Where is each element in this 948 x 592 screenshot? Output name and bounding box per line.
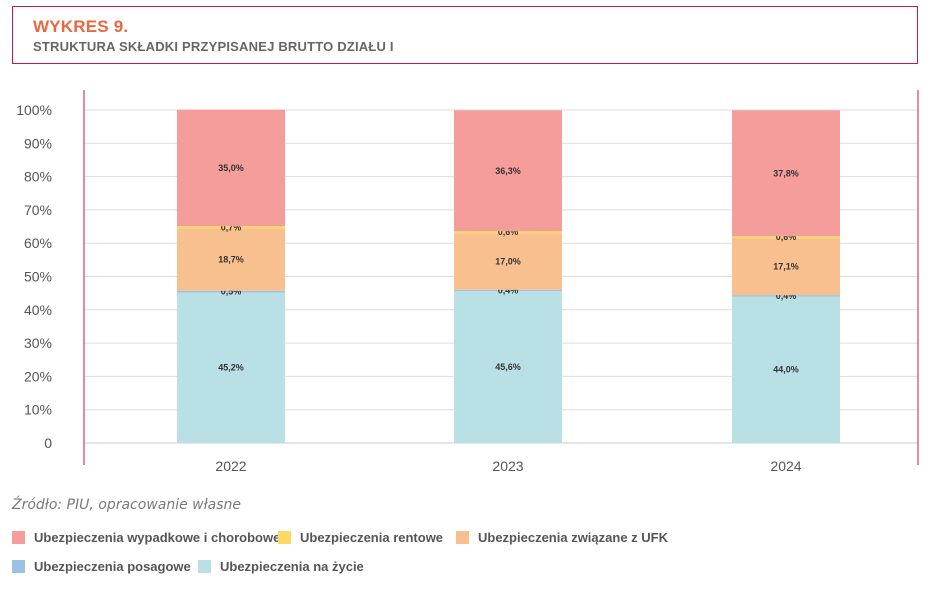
legend-swatch [278,531,291,544]
y-tick-label: 0 [44,435,52,451]
y-tick-label: 60% [24,235,52,251]
data-label: 0,6% [498,227,519,237]
chart-title-box: WYKRES 9. STRUKTURA SKŁADKI PRZYPISANEJ … [12,6,918,64]
x-tick-label: 2022 [215,458,246,474]
legend-item-zycie: Ubezpieczenia na życie [198,559,364,574]
bar-segment [177,228,285,291]
source-note: Źródło: PIU, opracowanie własne [12,497,242,513]
y-tick-label: 80% [24,169,52,185]
legend-item-rentowe: Ubezpieczenia rentowe [278,530,443,545]
data-label: 37,8% [773,168,799,178]
data-label: 0,7% [221,222,242,232]
data-label: 17,1% [773,262,799,272]
bar-segment [732,295,840,297]
bar-segment [454,231,562,234]
bar-segment [454,289,562,292]
chart-subtitle: STRUKTURA SKŁADKI PRZYPISANEJ BRUTTO DZI… [33,39,394,54]
data-label: 0,5% [221,287,242,297]
x-tick-label: 2024 [770,458,801,474]
bar-segment [177,292,285,443]
data-label: 0,4% [776,291,797,301]
data-label: 45,2% [218,363,244,373]
bar-segment [177,290,285,293]
y-tick-label: 100% [16,102,52,118]
legend-swatch [12,560,25,573]
stacked-bar-chart: 0 10% 20% 30% 40% 50% 60% 70% 80% 90% 100% 45,2% 0,5… [16,90,919,474]
legend-label: Ubezpieczenia na życie [220,559,364,574]
chart-title: WYKRES 9. [33,17,129,36]
y-tick-label: 40% [24,302,52,318]
data-label: 17,0% [495,257,521,267]
legend-label: Ubezpieczenia posagowe [34,559,191,574]
bar-segment [732,236,840,239]
bar-segment [732,238,840,296]
y-tick-label: 10% [24,402,52,418]
data-label: 0,4% [498,285,519,295]
legend-item-ufk: Ubezpieczenia związane z UFK [456,530,668,545]
legend-item-wypadkowe: Ubezpieczenia wypadkowe i chorobowe [12,530,280,545]
y-tick-label: 30% [24,335,52,351]
data-label: 0,6% [776,232,797,242]
y-tick-label: 70% [24,202,52,218]
bar-segment [454,110,562,232]
bar-segment [454,291,562,443]
x-tick-label: 2023 [492,458,523,474]
bar-segment [732,110,840,237]
legend-label: Ubezpieczenia rentowe [300,530,444,545]
y-tick-label: 90% [24,135,52,151]
legend-swatch [198,560,211,573]
data-label: 44,0% [773,365,799,375]
data-label: 35,0% [218,163,244,173]
data-label: 18,7% [218,255,244,265]
bar-segment [177,226,285,229]
legend-label: Ubezpieczenia wypadkowe i chorobowe [34,530,281,545]
bar-segment [454,233,562,290]
legend-swatch [456,531,469,544]
data-label: 36,3% [495,166,521,176]
y-tick-label: 20% [24,368,52,384]
bar-segment [732,296,840,443]
legend-swatch [12,531,25,544]
data-label: 45,6% [495,362,521,372]
bar-segment [177,109,285,227]
y-tick-label: 50% [24,269,52,285]
legend-label: Ubezpieczenia związane z UFK [478,530,668,545]
legend-item-posagowe: Ubezpieczenia posagowe [12,559,191,574]
